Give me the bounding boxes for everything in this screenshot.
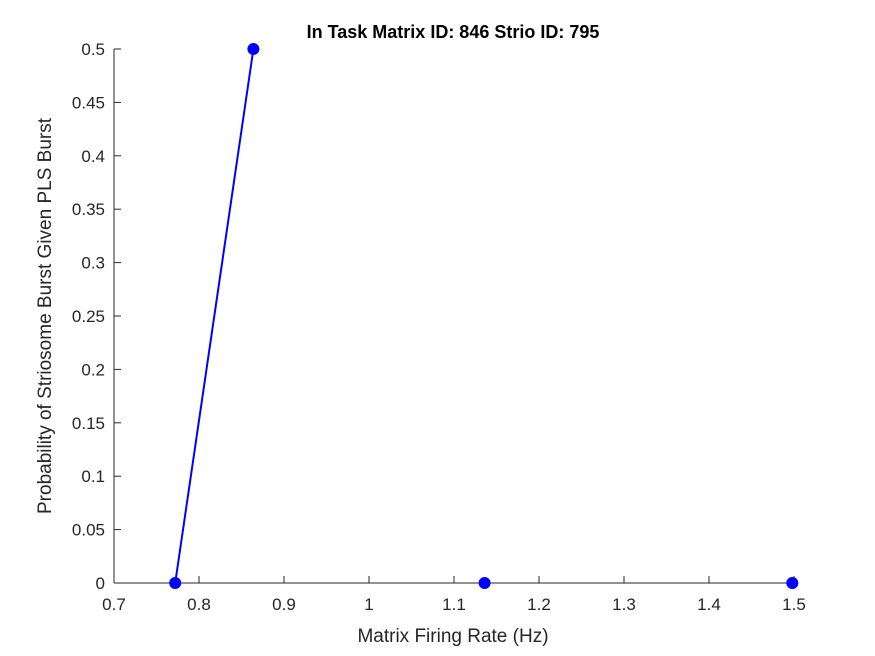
y-tick-label: 0.15 bbox=[72, 414, 105, 433]
data-point bbox=[786, 577, 799, 589]
y-axis-label: Probability of Striosome Burst Given PLS… bbox=[35, 117, 56, 514]
y-tick-label: 0 bbox=[96, 574, 105, 593]
x-tick-label: 0.7 bbox=[102, 595, 126, 614]
y-tick-label: 0.35 bbox=[72, 200, 105, 219]
y-tick-label: 0.25 bbox=[72, 307, 105, 326]
x-axis-label: Matrix Firing Rate (Hz) bbox=[357, 626, 548, 647]
x-tick-label: 1 bbox=[364, 595, 373, 614]
y-tick-label: 0.5 bbox=[81, 40, 105, 59]
x-tick-label: 1.1 bbox=[442, 595, 466, 614]
chart-title: In Task Matrix ID: 846 Strio ID: 795 bbox=[307, 22, 600, 42]
x-tick-label: 0.9 bbox=[272, 595, 296, 614]
y-tick-label: 0.2 bbox=[81, 360, 105, 379]
y-tick-label: 0.05 bbox=[72, 521, 105, 540]
x-tick-label: 1.4 bbox=[697, 595, 721, 614]
x-tick-label: 0.8 bbox=[187, 595, 211, 614]
x-tick-label: 1.2 bbox=[527, 595, 551, 614]
plot-area: 0.7 0.8 0.9 1 1.1 1.2 1.3 1.4 1.5 0 0.05 0.1 0.15 0.2… bbox=[72, 40, 806, 614]
x-tick-label: 1.5 bbox=[782, 595, 806, 614]
y-tick-label: 0.1 bbox=[81, 467, 105, 486]
data-point bbox=[247, 43, 260, 55]
data-point bbox=[169, 577, 182, 589]
y-tick-label: 0.45 bbox=[72, 93, 105, 112]
y-tick-label: 0.3 bbox=[81, 254, 105, 273]
data-point bbox=[478, 577, 491, 589]
x-tick-label: 1.3 bbox=[612, 595, 636, 614]
series-line bbox=[174, 48, 255, 584]
y-tick-label: 0.4 bbox=[81, 147, 105, 166]
